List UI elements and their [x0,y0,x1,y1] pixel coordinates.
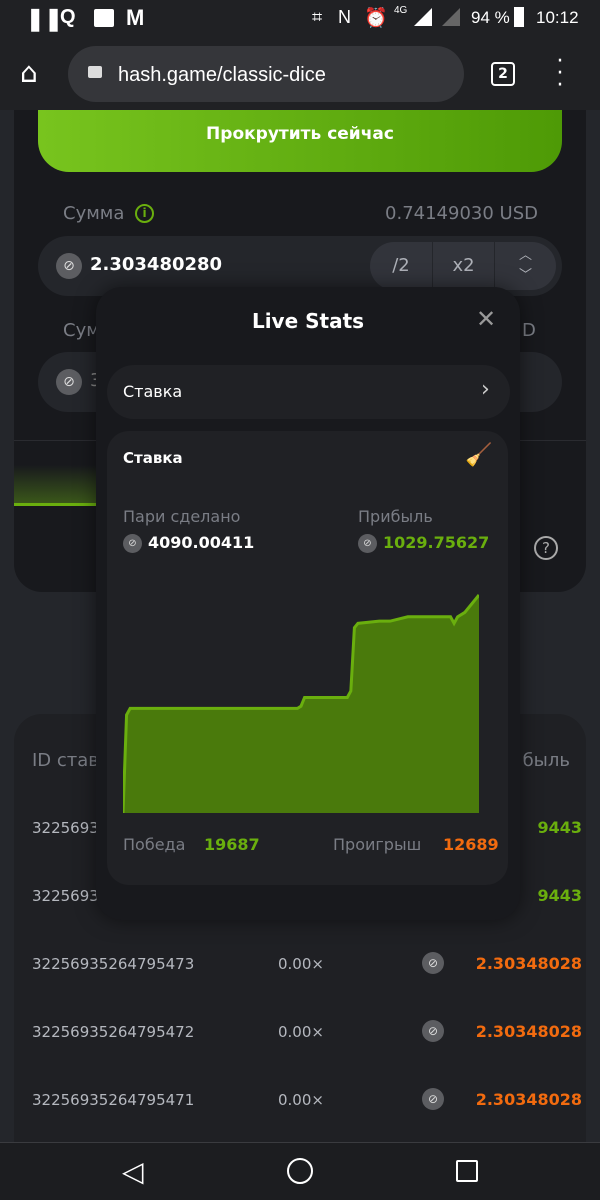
table-row[interactable]: 32256935264795472 0.00× ⊘ 2.30348028 [32,1018,582,1048]
amount-controls: /2 x2 ︿ ﹀ [370,242,556,290]
profit: 2.30348028 [475,1022,582,1041]
battery-icon [514,7,524,27]
android-nav-bar: ◁ [0,1142,600,1200]
col-header-profit: быль [522,750,570,771]
menu-icon[interactable]: · · · [556,49,564,98]
bet-id: 32256935264795472 [32,1023,195,1041]
losses-value: 12689 [443,835,499,854]
battery-percent: 94 % [471,8,510,27]
amount2-label: Сум [63,320,100,341]
profit-value: 1029.75627 [383,533,490,552]
profit: 2.30348028 [475,954,582,973]
table-row[interactable]: 32256935264795471 0.00× ⊘ 2.30348028 [32,1086,582,1116]
xlm-coin-icon: ⊘ [422,952,444,974]
nfc-icon: N [338,7,351,27]
table-row[interactable]: 3225693 9443 [32,882,582,912]
wagered-label: Пари сделано [123,507,241,526]
xlm-coin-icon: ⊘ [422,1020,444,1042]
bet-id: 32256935264795471 [32,1091,195,1109]
multiplier: 0.00× [278,1091,324,1109]
stepper-icon[interactable]: ︿ ﹀ [494,242,556,290]
amount2-value: 3 [90,370,101,391]
bet-id: 3225693 [32,887,99,905]
amount2-usd: D [522,320,536,341]
half-button[interactable]: /2 [392,255,410,276]
close-icon[interactable]: ✕ [476,305,497,333]
tab-switcher-button[interactable]: 2 [491,62,515,86]
profit-area [123,595,479,813]
losses-label: Проигрыш [333,835,422,854]
profit-chart [123,594,479,813]
xlm-coin-icon: ⊘ [422,1088,444,1110]
image-icon [94,9,114,27]
home-icon[interactable]: ⌂ [20,56,38,89]
recents-icon[interactable] [456,1160,478,1182]
profit: 9443 [537,886,582,905]
stats-card: Ставка 🧹 Пари сделано ⊘ 4090.00411 Прибы… [107,431,508,885]
amount-input[interactable]: ⊘ 2.303480280 /2 x2 ︿ ﹀ [38,236,562,296]
vpn-icon: ⌗ [312,7,323,27]
table-row[interactable]: 3225693 9443 [32,814,582,844]
table-row[interactable]: 32256935264795473 0.00× ⊘ 2.30348028 [32,950,582,980]
amount-value: 2.303480280 [90,254,223,275]
profit: 2.30348028 [475,1090,582,1109]
mini-chart-line [14,503,104,506]
amount-usd: 0.74149030 USD [385,203,538,224]
network-type: 4G [394,5,408,16]
browser-toolbar: ⌂ hash.game/classic-dice 2 · · · [0,38,600,110]
bet-id: 32256935264795473 [32,955,195,973]
info-icon[interactable]: i [135,204,154,223]
multiplier: 0.00× [278,1023,324,1041]
alarm-icon: ⏰ [364,8,388,29]
xlm-coin-icon: ⊘ [56,369,82,395]
modal-title: Live Stats [251,309,365,333]
double-button[interactable]: x2 [432,242,494,290]
stat-selector[interactable]: Ставка › [107,365,510,419]
spin-now-button[interactable]: Прокрутить сейчас [38,110,562,172]
back-icon[interactable]: ◁ [122,1155,144,1188]
col-header-id: ID став [32,750,99,771]
stats-card-title: Ставка [123,449,183,467]
lock-icon [88,66,102,78]
wins-label: Победа [123,835,186,854]
multiplier: 0.00× [278,955,324,973]
signal-icon [414,8,432,26]
xlm-coin-icon: ⊘ [123,534,142,553]
clock: 10:12 [536,8,579,27]
home-nav-icon[interactable] [287,1158,313,1184]
wins-value: 19687 [204,835,260,854]
status-bar: ❚❚ Q M ⌗ N ⏰ 4G 94 % 10:12 [0,0,600,38]
mini-chart [14,465,104,505]
pause-icon: ❚❚ [26,6,63,31]
gmail-icon: M [126,5,145,30]
profit-label: Прибыль [358,507,433,526]
xlm-coin-icon: ⊘ [56,253,82,279]
amount-label: Сумма [63,203,125,224]
stat-selector-label: Ставка [123,382,183,401]
broom-icon[interactable]: 🧹 [465,443,493,468]
help-icon[interactable]: ? [534,536,558,560]
address-bar[interactable]: hash.game/classic-dice [68,46,464,102]
wagered-value: 4090.00411 [148,533,255,552]
profit: 9443 [537,818,582,837]
profit-line [123,594,479,813]
xlm-coin-icon: ⊘ [358,534,377,553]
live-stats-modal: Live Stats ✕ Ставка › Ставка 🧹 Пари сдел… [96,287,520,920]
search-app-icon: Q [60,6,76,28]
bet-id: 3225693 [32,819,99,837]
chevron-right-icon: › [481,377,490,402]
signal-2-icon [442,8,460,26]
url-text: hash.game/classic-dice [118,64,326,86]
